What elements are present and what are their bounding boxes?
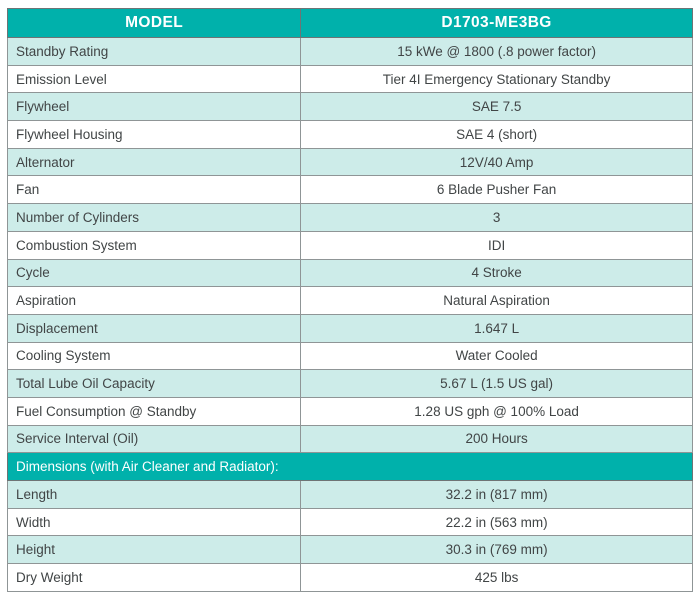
spec-label: Service Interval (Oil) xyxy=(6,424,302,454)
table-row: Length 32.2 in (817 mm) xyxy=(6,480,693,509)
spec-label: Width xyxy=(6,507,302,537)
table-row: Aspiration Natural Aspiration xyxy=(6,286,693,315)
spec-label: Length xyxy=(6,480,302,509)
spec-value: 32.2 in (817 mm) xyxy=(300,480,693,509)
spec-value: 15 kWe @ 1800 (.8 power factor) xyxy=(300,37,693,66)
table-row: Flywheel Housing SAE 4 (short) xyxy=(6,120,693,149)
spec-label: Dry Weight xyxy=(6,563,302,592)
spec-label: Fuel Consumption @ Standby xyxy=(6,396,302,426)
spec-value: SAE 7.5 xyxy=(300,92,693,122)
spec-label: Emission Level xyxy=(6,64,302,94)
spec-value: 4 Stroke xyxy=(300,258,693,288)
spec-table: MODEL D1703-ME3BG Standby Rating 15 kWe … xyxy=(6,8,693,592)
table-row: Dry Weight 425 lbs xyxy=(6,563,693,592)
spec-label: Height xyxy=(6,535,302,565)
table-row: Width 22.2 in (563 mm) xyxy=(6,507,693,537)
spec-value: 5.67 L (1.5 US gal) xyxy=(300,369,693,398)
spec-value: Water Cooled xyxy=(300,341,693,371)
spec-value: 1.647 L xyxy=(300,313,693,343)
spec-value: 425 lbs xyxy=(300,563,693,592)
spec-value: 22.2 in (563 mm) xyxy=(300,507,693,537)
table-row: Emission Level Tier 4I Emergency Station… xyxy=(6,64,693,94)
dimensions-section-row: Dimensions (with Air Cleaner and Radiato… xyxy=(7,452,693,481)
spec-value: 30.3 in (769 mm) xyxy=(300,535,693,565)
spec-label: Flywheel xyxy=(6,92,302,122)
table-row: Cooling System Water Cooled xyxy=(6,341,693,371)
table-row: Height 30.3 in (769 mm) xyxy=(6,535,693,565)
table-row: Combustion System IDI xyxy=(6,230,693,260)
dimensions-section-header: Dimensions (with Air Cleaner and Radiato… xyxy=(7,452,693,481)
table-row: Alternator 12V/40 Amp xyxy=(6,147,693,177)
spec-value: SAE 4 (short) xyxy=(300,120,693,149)
spec-value: Tier 4I Emergency Stationary Standby xyxy=(300,64,693,94)
spec-label: Displacement xyxy=(6,313,302,343)
table-row: Fuel Consumption @ Standby 1.28 US gph @… xyxy=(6,396,693,426)
spec-value: IDI xyxy=(300,230,693,260)
spec-label: Combustion System xyxy=(6,230,302,260)
spec-value: 6 Blade Pusher Fan xyxy=(300,175,693,205)
table-row: Displacement 1.647 L xyxy=(6,313,693,343)
table-row: Flywheel SAE 7.5 xyxy=(6,92,693,122)
model-column-header: MODEL xyxy=(6,8,302,38)
table-row: Service Interval (Oil) 200 Hours xyxy=(6,424,693,454)
spec-label: Aspiration xyxy=(6,286,302,315)
spec-label: Standby Rating xyxy=(6,37,302,66)
spec-value: Natural Aspiration xyxy=(300,286,693,315)
table-row: Total Lube Oil Capacity 5.67 L (1.5 US g… xyxy=(6,369,693,398)
table-row: Number of Cylinders 3 xyxy=(6,203,693,232)
spec-value: 12V/40 Amp xyxy=(300,147,693,177)
model-value-header: D1703-ME3BG xyxy=(300,8,693,38)
spec-value: 3 xyxy=(300,203,693,232)
table-header-row: MODEL D1703-ME3BG xyxy=(6,8,693,38)
spec-label: Flywheel Housing xyxy=(6,120,302,149)
spec-value: 200 Hours xyxy=(300,424,693,454)
spec-label: Cycle xyxy=(6,258,302,288)
spec-value: 1.28 US gph @ 100% Load xyxy=(300,396,693,426)
table-row: Standby Rating 15 kWe @ 1800 (.8 power f… xyxy=(6,37,693,66)
table-row: Cycle 4 Stroke xyxy=(6,258,693,288)
spec-label: Alternator xyxy=(6,147,302,177)
spec-label: Fan xyxy=(6,175,302,205)
table-row: Fan 6 Blade Pusher Fan xyxy=(6,175,693,205)
spec-label: Total Lube Oil Capacity xyxy=(6,369,302,398)
spec-label: Cooling System xyxy=(6,341,302,371)
spec-label: Number of Cylinders xyxy=(6,203,302,232)
